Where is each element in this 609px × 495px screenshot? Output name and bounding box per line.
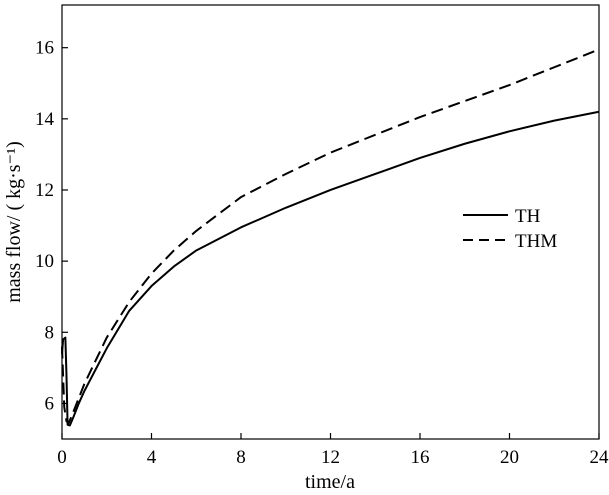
x-tick-label: 8: [236, 447, 246, 468]
y-axis-label: mass flow/ ( kg·s⁻¹): [3, 141, 25, 303]
legend-label-th: TH: [515, 206, 541, 227]
y-tick-label: 8: [45, 322, 55, 343]
x-tick-label: 4: [147, 447, 157, 468]
legend-label-thm: THM: [515, 231, 557, 252]
x-tick-label: 0: [57, 447, 67, 468]
x-axis-label: time/a: [305, 471, 355, 493]
y-tick-label: 10: [35, 251, 54, 272]
series-line-thm: [61, 48, 600, 424]
y-tick-label: 12: [35, 180, 54, 201]
series-layer: [61, 48, 600, 427]
y-tick-label: 16: [35, 38, 54, 59]
axis-ticks: 0 4 8 12 16 20 24 6 8 10 12 14 16: [35, 38, 609, 468]
x-tick-label: 20: [500, 447, 519, 468]
y-tick-label: 6: [45, 393, 55, 414]
legend: TH THM: [463, 206, 557, 252]
x-tick-label: 24: [590, 447, 609, 468]
series-line-th: [61, 110, 600, 427]
x-tick-label: 12: [321, 447, 340, 468]
x-tick-label: 16: [411, 447, 430, 468]
y-tick-label: 14: [35, 109, 55, 130]
